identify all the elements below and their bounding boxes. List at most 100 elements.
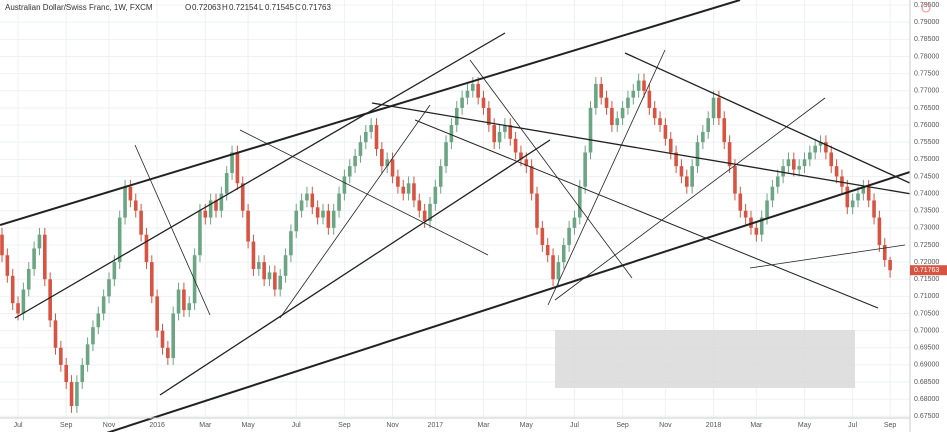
candle-body xyxy=(155,296,159,331)
candle-body xyxy=(765,200,769,218)
candle-body xyxy=(10,275,15,304)
candle-body xyxy=(743,210,748,218)
ohlc-value: 0.72154 xyxy=(229,3,258,12)
candle-body xyxy=(604,97,609,108)
candle-body xyxy=(251,241,256,269)
candle-body xyxy=(171,313,175,359)
candle-body xyxy=(599,83,603,98)
settings-icon[interactable] xyxy=(921,3,931,13)
candle-body xyxy=(166,347,170,359)
candle-body xyxy=(572,217,577,228)
candle-body xyxy=(43,234,47,280)
candle-body xyxy=(792,159,796,170)
candle-body xyxy=(289,231,293,256)
candle-body xyxy=(834,166,839,177)
candle-body xyxy=(658,118,662,126)
candle-body xyxy=(96,313,101,328)
candle-body xyxy=(326,210,331,228)
candle-body xyxy=(422,210,427,221)
candle-body xyxy=(861,186,866,194)
candle-body xyxy=(347,166,352,177)
candle-body xyxy=(385,159,389,167)
candle-body xyxy=(727,142,732,167)
candle-body xyxy=(219,193,224,211)
y-tick-label: 0.71500 xyxy=(914,276,939,283)
candle-body xyxy=(513,138,518,153)
candle-body xyxy=(91,327,95,345)
x-tick-label: Mar xyxy=(477,422,490,429)
candle-body xyxy=(690,166,694,187)
candle-body xyxy=(203,210,208,218)
ohlc-value: 0.72063 xyxy=(192,3,221,12)
candle-body xyxy=(53,320,58,348)
trend-line xyxy=(414,119,879,309)
x-tick-label: Nov xyxy=(659,422,672,429)
candle-body xyxy=(337,193,341,211)
candle-body xyxy=(722,118,727,143)
ohlc-value: 0.71763 xyxy=(302,3,331,12)
candle-body xyxy=(733,166,737,194)
candle-body xyxy=(829,152,834,167)
candle-body xyxy=(321,210,325,218)
candle-body xyxy=(144,234,149,263)
candle-body xyxy=(636,80,641,91)
candle-body xyxy=(412,183,416,201)
candle-body xyxy=(717,97,721,119)
candle-body xyxy=(610,107,614,126)
candle-body xyxy=(487,107,491,126)
y-tick-label: 0.70000 xyxy=(914,327,939,334)
candles xyxy=(0,73,892,413)
candle-body xyxy=(396,176,400,187)
candle-body xyxy=(813,145,817,153)
candle-body xyxy=(476,83,480,98)
trend-line xyxy=(14,32,506,319)
trend-line xyxy=(239,129,489,256)
candle-body xyxy=(449,125,454,143)
candle-body xyxy=(224,173,229,194)
y-tick-label: 0.75500 xyxy=(914,139,939,146)
candle-body xyxy=(59,347,63,365)
candle-body xyxy=(626,97,630,108)
candle-body xyxy=(674,152,678,167)
y-tick-label: 0.73000 xyxy=(914,225,939,232)
ohlc-label: O xyxy=(185,3,191,12)
x-tick-label: Jul xyxy=(292,422,301,429)
candle-body xyxy=(380,149,384,167)
trend-line xyxy=(371,102,947,201)
candle-body xyxy=(882,244,887,261)
candle-body xyxy=(856,193,860,201)
candle-body xyxy=(588,107,593,153)
candle-body xyxy=(465,90,470,98)
y-tick-label: 0.72000 xyxy=(914,259,939,266)
y-tick-label: 0.67500 xyxy=(914,413,939,420)
candle-body xyxy=(540,227,545,245)
price-axis xyxy=(910,0,947,432)
candle-body xyxy=(257,262,261,269)
trend-line xyxy=(279,104,431,319)
candle-body xyxy=(481,97,486,108)
candle-body xyxy=(214,200,218,211)
x-tick-label: Nov xyxy=(103,422,116,429)
candle-body xyxy=(390,159,395,177)
candle-body xyxy=(642,80,646,91)
ohlc-label: H xyxy=(222,3,228,12)
candle-body xyxy=(374,125,379,150)
trend-line xyxy=(159,139,551,396)
candle-body xyxy=(561,244,566,263)
candle-body xyxy=(364,131,368,143)
candle-body xyxy=(663,125,668,139)
y-tick-label: 0.78000 xyxy=(914,53,939,60)
candle-body xyxy=(21,289,26,314)
candle-body xyxy=(545,244,550,256)
y-tick-label: 0.68000 xyxy=(914,396,939,403)
candle-body xyxy=(845,186,850,208)
candle-body xyxy=(16,303,20,314)
symbol-title: Australian Dollar/Swiss Franc, 1W, FXCM xyxy=(5,3,153,12)
last-price-tag xyxy=(910,265,947,276)
candle-body xyxy=(631,90,636,98)
candle-body xyxy=(331,210,336,228)
candle-body xyxy=(305,193,309,201)
candle-body xyxy=(112,262,117,280)
candle-body xyxy=(299,200,304,211)
